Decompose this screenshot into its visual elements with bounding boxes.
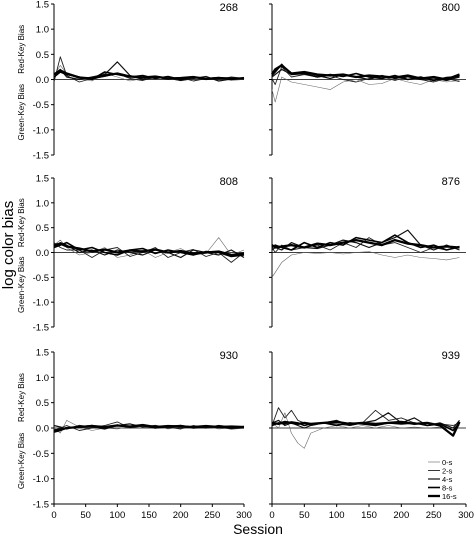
x-tick-label: 200 <box>393 510 409 521</box>
panel-title: 930 <box>220 350 238 362</box>
y-tick-label: 1.0 <box>36 373 49 384</box>
x-tick-label: 50 <box>80 510 91 521</box>
series-line-2-s <box>271 66 460 85</box>
x-tick-label: 250 <box>204 510 220 521</box>
series-line-16-s <box>271 238 460 249</box>
series-line-4-s <box>53 242 245 259</box>
green-key-bias-label: Green-Key Bias <box>17 257 26 313</box>
x-tick-label: 50 <box>299 510 310 521</box>
y-tick-label: 1.0 <box>36 25 49 36</box>
series-line-16-s <box>271 420 461 437</box>
x-tick-label: 150 <box>361 510 377 521</box>
green-key-bias-label: Green-Key Bias <box>17 84 26 140</box>
panel-title: 939 <box>442 350 460 362</box>
y-tick-label: -1.5 <box>33 323 49 334</box>
series-line-16-s <box>53 423 245 432</box>
y-tick-label: -1.0 <box>33 125 49 136</box>
legend-label: 8-s <box>442 483 453 492</box>
y-tick-label: -0.5 <box>33 449 49 460</box>
legend: 0-s2-s4-s8-s16-s <box>428 458 457 501</box>
series-line-0-s <box>271 412 460 449</box>
y-tick-label: -1.5 <box>33 151 49 162</box>
panel-268: 1.5 1.0 0.5 0.0 -0.5 -1.0 -1.5 Red-Key Bias Gree… <box>17 0 245 162</box>
series-line-16-s <box>53 69 244 81</box>
series-line-16-s <box>271 64 460 81</box>
x-tick-label: 300 <box>458 510 474 521</box>
x-tick-label: 300 <box>236 510 252 521</box>
x-tick-label: 150 <box>141 510 157 521</box>
legend-label: 2-s <box>442 466 453 475</box>
panel-800: 800 <box>269 2 466 156</box>
red-key-bias-label: Red-Key Bias <box>17 373 26 422</box>
x-tick-label: 0 <box>51 510 56 521</box>
x-axis-title: Session <box>233 521 283 537</box>
red-key-bias-label: Red-Key Bias <box>17 25 26 74</box>
panel-930: 1.5 1.0 0.5 0.0 -0.5 -1.0 -1.50 50 100 150 200 250 3… <box>17 348 252 522</box>
x-tick-label: 250 <box>426 510 442 521</box>
y-tick-label: 0.5 <box>36 50 49 61</box>
series-line-0-s <box>53 237 245 258</box>
y-tick-label: 1.5 <box>36 174 49 185</box>
panel-title: 808 <box>220 176 238 188</box>
y-tick-label: 0.5 <box>36 398 49 409</box>
y-tick-label: -0.5 <box>33 100 49 111</box>
y-tick-label: 0.0 <box>36 424 49 435</box>
red-key-bias-label: Red-Key Bias <box>17 198 26 247</box>
x-tick-label: 100 <box>109 510 125 521</box>
panel-808: 1.5 1.0 0.5 0.0 -0.5 -1.0 -1.5 Red-Key Bias Gree… <box>17 174 245 334</box>
green-key-bias-label: Green-Key Bias <box>17 433 26 489</box>
y-axis-title: log color bias <box>0 201 17 289</box>
panel-title: 800 <box>442 2 460 14</box>
y-tick-label: 1.5 <box>36 0 49 11</box>
series-line-0-s <box>271 76 460 103</box>
panels-group: 1.5 1.0 0.5 0.0 -0.5 -1.0 -1.5 Red-Key Bias Gree… <box>17 0 474 521</box>
x-tick-label: 100 <box>329 510 345 521</box>
y-tick-label: 0.0 <box>36 75 49 86</box>
y-tick-label: -1.0 <box>33 474 49 485</box>
y-tick-label: -1.0 <box>33 298 49 309</box>
y-tick-label: 1.0 <box>36 198 49 209</box>
legend-label: 0-s <box>442 458 453 467</box>
y-tick-label: -1.5 <box>33 500 49 511</box>
series-line-16-s <box>53 242 245 257</box>
x-tick-label: 200 <box>173 510 189 521</box>
panel-title: 876 <box>442 176 460 188</box>
series-line-0-s <box>271 251 460 278</box>
x-tick-label: 0 <box>269 510 274 521</box>
y-tick-label: 1.5 <box>36 348 49 359</box>
legend-label: 16-s <box>442 492 457 501</box>
y-tick-label: 0.0 <box>36 248 49 259</box>
legend-label: 4-s <box>442 475 453 484</box>
y-tick-label: 0.5 <box>36 223 49 234</box>
y-tick-label: -0.5 <box>33 273 49 284</box>
panel-876: 876 <box>269 176 466 328</box>
panel-939: 0 50 100 150 200 250 300 939 <box>269 350 474 521</box>
panel-title: 268 <box>220 2 238 14</box>
